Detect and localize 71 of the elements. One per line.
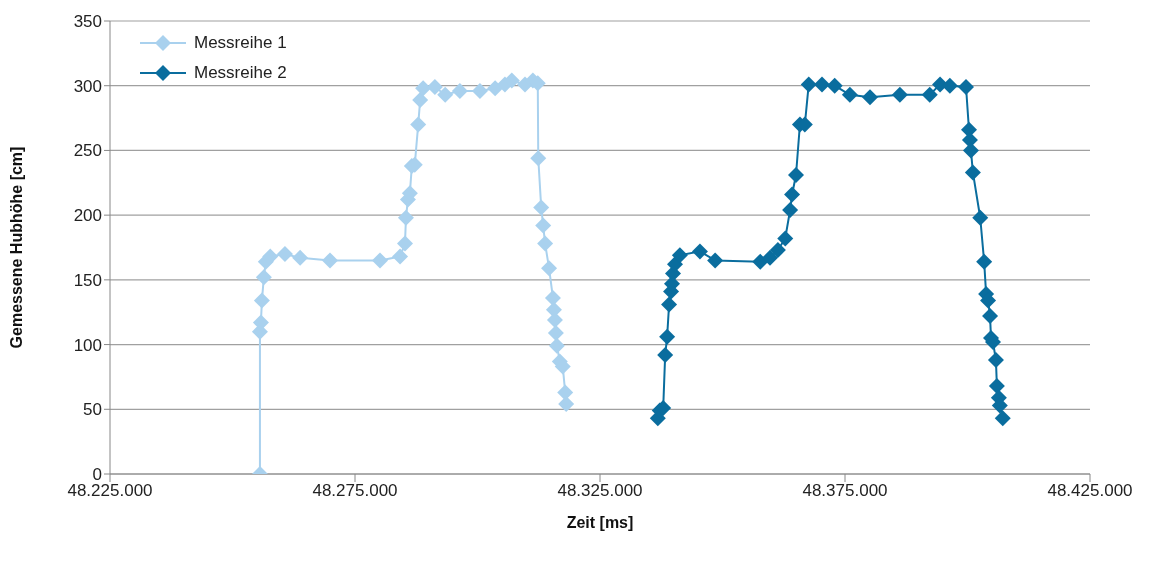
x-tick-label: 48.325.000 (557, 481, 643, 501)
point (982, 308, 999, 325)
point (544, 289, 561, 306)
point (253, 292, 270, 309)
point (471, 82, 488, 99)
point (671, 247, 688, 264)
point (777, 230, 794, 247)
point (415, 80, 432, 97)
point (782, 201, 799, 218)
legend-label: Messreihe 2 (194, 62, 287, 84)
point (410, 116, 427, 133)
y-tick-label: 350 (73, 12, 102, 32)
point (788, 167, 804, 184)
point (557, 384, 574, 401)
point (972, 209, 989, 226)
point (530, 150, 547, 167)
y-tick-label: 300 (73, 76, 102, 96)
point (392, 248, 409, 265)
y-tick-label: 150 (73, 270, 102, 290)
y-tick-label: 200 (73, 206, 102, 226)
point (958, 79, 975, 96)
point (762, 249, 779, 266)
point (548, 337, 565, 354)
point (558, 396, 575, 413)
point (451, 82, 468, 99)
point (322, 252, 339, 269)
x-tick-label: 48.425.000 (1047, 481, 1133, 501)
point (964, 164, 981, 181)
point (987, 352, 1004, 369)
point (437, 86, 454, 103)
point (800, 76, 817, 93)
point (535, 217, 552, 234)
point (752, 253, 769, 270)
point (412, 91, 429, 108)
point (396, 235, 413, 252)
point (533, 199, 550, 216)
y-axis-title: Gemessene Hubhöhe [cm] (7, 146, 25, 349)
point (769, 242, 786, 259)
point (657, 346, 674, 363)
y-tick-label: 250 (73, 141, 102, 161)
point (861, 89, 878, 106)
point (994, 410, 1011, 427)
point (891, 86, 908, 103)
y-tick-label: 50 (83, 400, 102, 420)
point (541, 260, 558, 277)
point (841, 86, 858, 103)
point (659, 328, 676, 345)
point (976, 253, 993, 270)
point (962, 142, 979, 159)
point (661, 296, 678, 313)
y-tick-label: 100 (73, 335, 102, 355)
point (547, 324, 564, 341)
point (255, 269, 272, 286)
point (826, 77, 843, 94)
point (707, 252, 724, 269)
point (371, 252, 388, 269)
point (988, 377, 1005, 394)
x-axis-title: Zeit [ms] (566, 514, 634, 531)
point (921, 86, 938, 103)
point (292, 249, 309, 266)
legend-label: Messreihe 1 (194, 32, 287, 54)
point (487, 80, 504, 97)
point (691, 243, 708, 260)
x-tick-label: 48.275.000 (312, 481, 398, 501)
point (397, 209, 414, 226)
point (813, 76, 830, 93)
point (784, 186, 801, 203)
point (537, 235, 554, 252)
point (276, 245, 293, 262)
point (426, 79, 443, 96)
x-tick-label: 48.375.000 (802, 481, 888, 501)
